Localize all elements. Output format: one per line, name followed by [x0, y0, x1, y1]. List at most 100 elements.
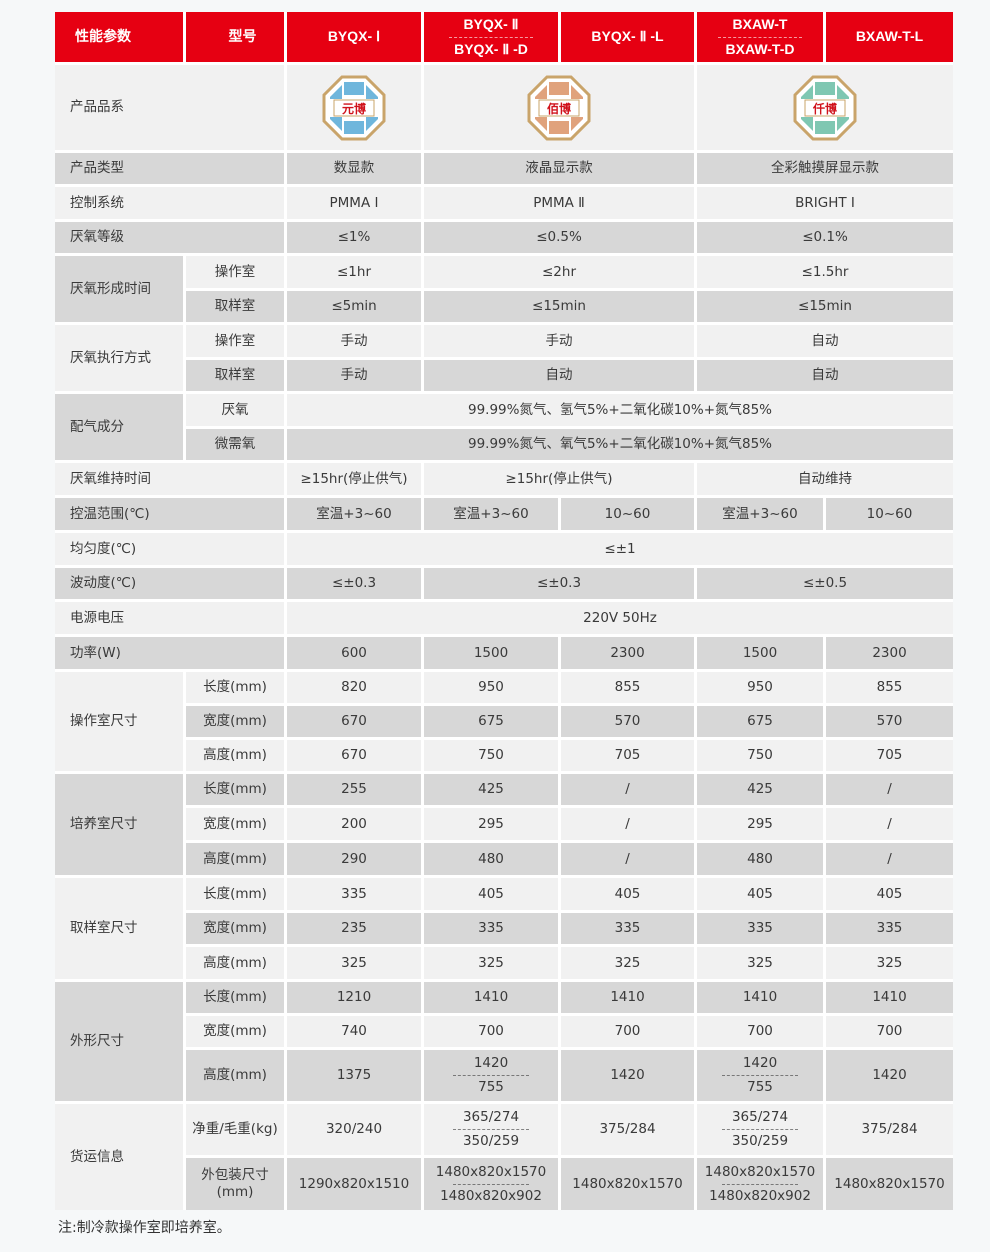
- group-label: 厌氧执行方式: [55, 325, 183, 391]
- value-cell: 220V 50Hz: [287, 602, 953, 634]
- group-label: 厌氧形成时间: [55, 256, 183, 322]
- value-cell: 99.99%氮气、氢气5%+二氧化碳10%+氮气85%: [287, 394, 953, 426]
- baibo-logo-icon: 佰博: [527, 75, 591, 140]
- value-cell: ≥15hr(停止供气): [424, 463, 694, 495]
- header-cell: 性能参数: [55, 12, 183, 62]
- value-secondary: 350/259: [731, 1133, 789, 1149]
- value-cell: 375/284: [826, 1104, 953, 1155]
- value-cell: 325: [697, 947, 823, 979]
- value-cell: BRIGHT Ⅰ: [697, 187, 953, 219]
- value-secondary: 755: [747, 1079, 773, 1095]
- row-label: 控温范围(℃): [55, 498, 284, 530]
- group-label: 配气成分: [55, 394, 183, 460]
- value-primary: 1480x820x1570: [435, 1163, 547, 1180]
- value-cell: 705: [826, 740, 953, 771]
- value-cell: /: [826, 843, 953, 875]
- dashed-divider: [453, 1075, 529, 1076]
- value-cell: 液晶显示款: [424, 153, 694, 184]
- value-primary: 365/274: [462, 1109, 520, 1126]
- header-cell: BYQX- Ⅰ: [287, 12, 421, 62]
- value-cell: 1480x820x1570: [826, 1158, 953, 1210]
- value-primary: 365/274: [731, 1109, 789, 1126]
- sub-label: 操作室: [186, 256, 284, 288]
- value-primary: BXAW-T: [732, 16, 788, 32]
- value-cell: 375/284: [561, 1104, 694, 1155]
- value-cell: 325: [561, 947, 694, 979]
- value-cell: ≤5min: [287, 291, 421, 322]
- value-cell: 室温+3~60: [424, 498, 558, 530]
- value-primary: 1420: [473, 1055, 509, 1072]
- value-cell: 自动: [424, 360, 694, 391]
- value-cell: 手动: [287, 360, 421, 391]
- value-cell: 335: [287, 878, 421, 910]
- value-cell: 570: [561, 706, 694, 737]
- row-label: 产品类型: [55, 153, 284, 184]
- value-cell: 705: [561, 740, 694, 771]
- value-cell: ≥15hr(停止供气): [287, 463, 421, 495]
- value-cell: 405: [697, 878, 823, 910]
- value-cell: 手动: [424, 325, 694, 357]
- value-cell: 675: [697, 706, 823, 737]
- value-cell: 820: [287, 672, 421, 703]
- row-label: 功率(W): [55, 637, 284, 669]
- value-cell: 600: [287, 637, 421, 669]
- sub-label: 长度(mm): [186, 774, 284, 805]
- sub-label: 操作室: [186, 325, 284, 357]
- value-cell: 室温+3~60: [287, 498, 421, 530]
- header-cell: BXAW-T BXAW-T-D: [697, 12, 823, 62]
- stacked-values: 1480x820x1570 1480x820x902: [436, 1164, 546, 1205]
- group-label: 操作室尺寸: [55, 672, 183, 771]
- value-cell: /: [826, 774, 953, 805]
- sub-label: 取样室: [186, 360, 284, 391]
- logo-text: 仟博: [812, 101, 837, 116]
- value-cell: 365/274 350/259: [697, 1104, 823, 1155]
- value-cell: 365/274 350/259: [424, 1104, 558, 1155]
- stacked-values: 1420 755: [453, 1055, 529, 1096]
- qianbo-logo-icon: 仟博: [793, 75, 857, 140]
- value-cell: ≤1.5hr: [697, 256, 953, 288]
- dashed-divider: [722, 1183, 798, 1185]
- value-cell: 99.99%氮气、氧气5%+二氧化碳10%+氮气85%: [287, 429, 953, 460]
- value-cell: 1375: [287, 1050, 421, 1101]
- value-cell: 675: [424, 706, 558, 737]
- value-cell: 1210: [287, 982, 421, 1013]
- value-cell: 手动: [287, 325, 421, 357]
- value-primary: 1420: [742, 1055, 778, 1072]
- value-cell: 室温+3~60: [697, 498, 823, 530]
- group-label: 培养室尺寸: [55, 774, 183, 875]
- value-cell: ≤2hr: [424, 256, 694, 288]
- value-cell: 2300: [826, 637, 953, 669]
- dashed-divider: [718, 36, 802, 38]
- value-cell: 750: [697, 740, 823, 771]
- value-cell: 855: [561, 672, 694, 703]
- value-cell: 200: [287, 808, 421, 840]
- value-cell: 950: [424, 672, 558, 703]
- value-cell: 295: [424, 808, 558, 840]
- header-cell: BXAW-T-L: [826, 12, 953, 62]
- value-cell: 1410: [561, 982, 694, 1013]
- value-cell: 670: [287, 706, 421, 737]
- value-cell: 1480x820x1570 1480x820x902: [424, 1158, 558, 1210]
- value-cell: 335: [561, 913, 694, 944]
- row-label: 产品品系: [55, 65, 284, 150]
- stacked-values: 365/274 350/259: [453, 1109, 529, 1150]
- stacked-values: BYQX- Ⅱ BYQX- Ⅱ -D: [449, 16, 533, 58]
- value-cell: 数显款: [287, 153, 421, 184]
- value-cell: 480: [697, 843, 823, 875]
- value-cell: 1420: [826, 1050, 953, 1101]
- value-cell: ≤1%: [287, 222, 421, 253]
- value-cell: ≤15min: [424, 291, 694, 322]
- value-cell: 1420: [561, 1050, 694, 1101]
- value-cell: 全彩触摸屏显示款: [697, 153, 953, 184]
- value-secondary: 1480x820x902: [709, 1187, 811, 1204]
- sub-label: 厌氧: [186, 394, 284, 426]
- row-label: 厌氧等级: [55, 222, 284, 253]
- value-cell: ≤±1: [287, 533, 953, 565]
- value-secondary: BXAW-T-D: [725, 40, 795, 57]
- sub-label: 宽度(mm): [186, 913, 284, 944]
- dashed-divider: [453, 1129, 529, 1130]
- value-cell: 1420 755: [424, 1050, 558, 1101]
- value-cell: 480: [424, 843, 558, 875]
- value-cell: 自动: [697, 360, 953, 391]
- stacked-values: 1420 755: [722, 1055, 798, 1096]
